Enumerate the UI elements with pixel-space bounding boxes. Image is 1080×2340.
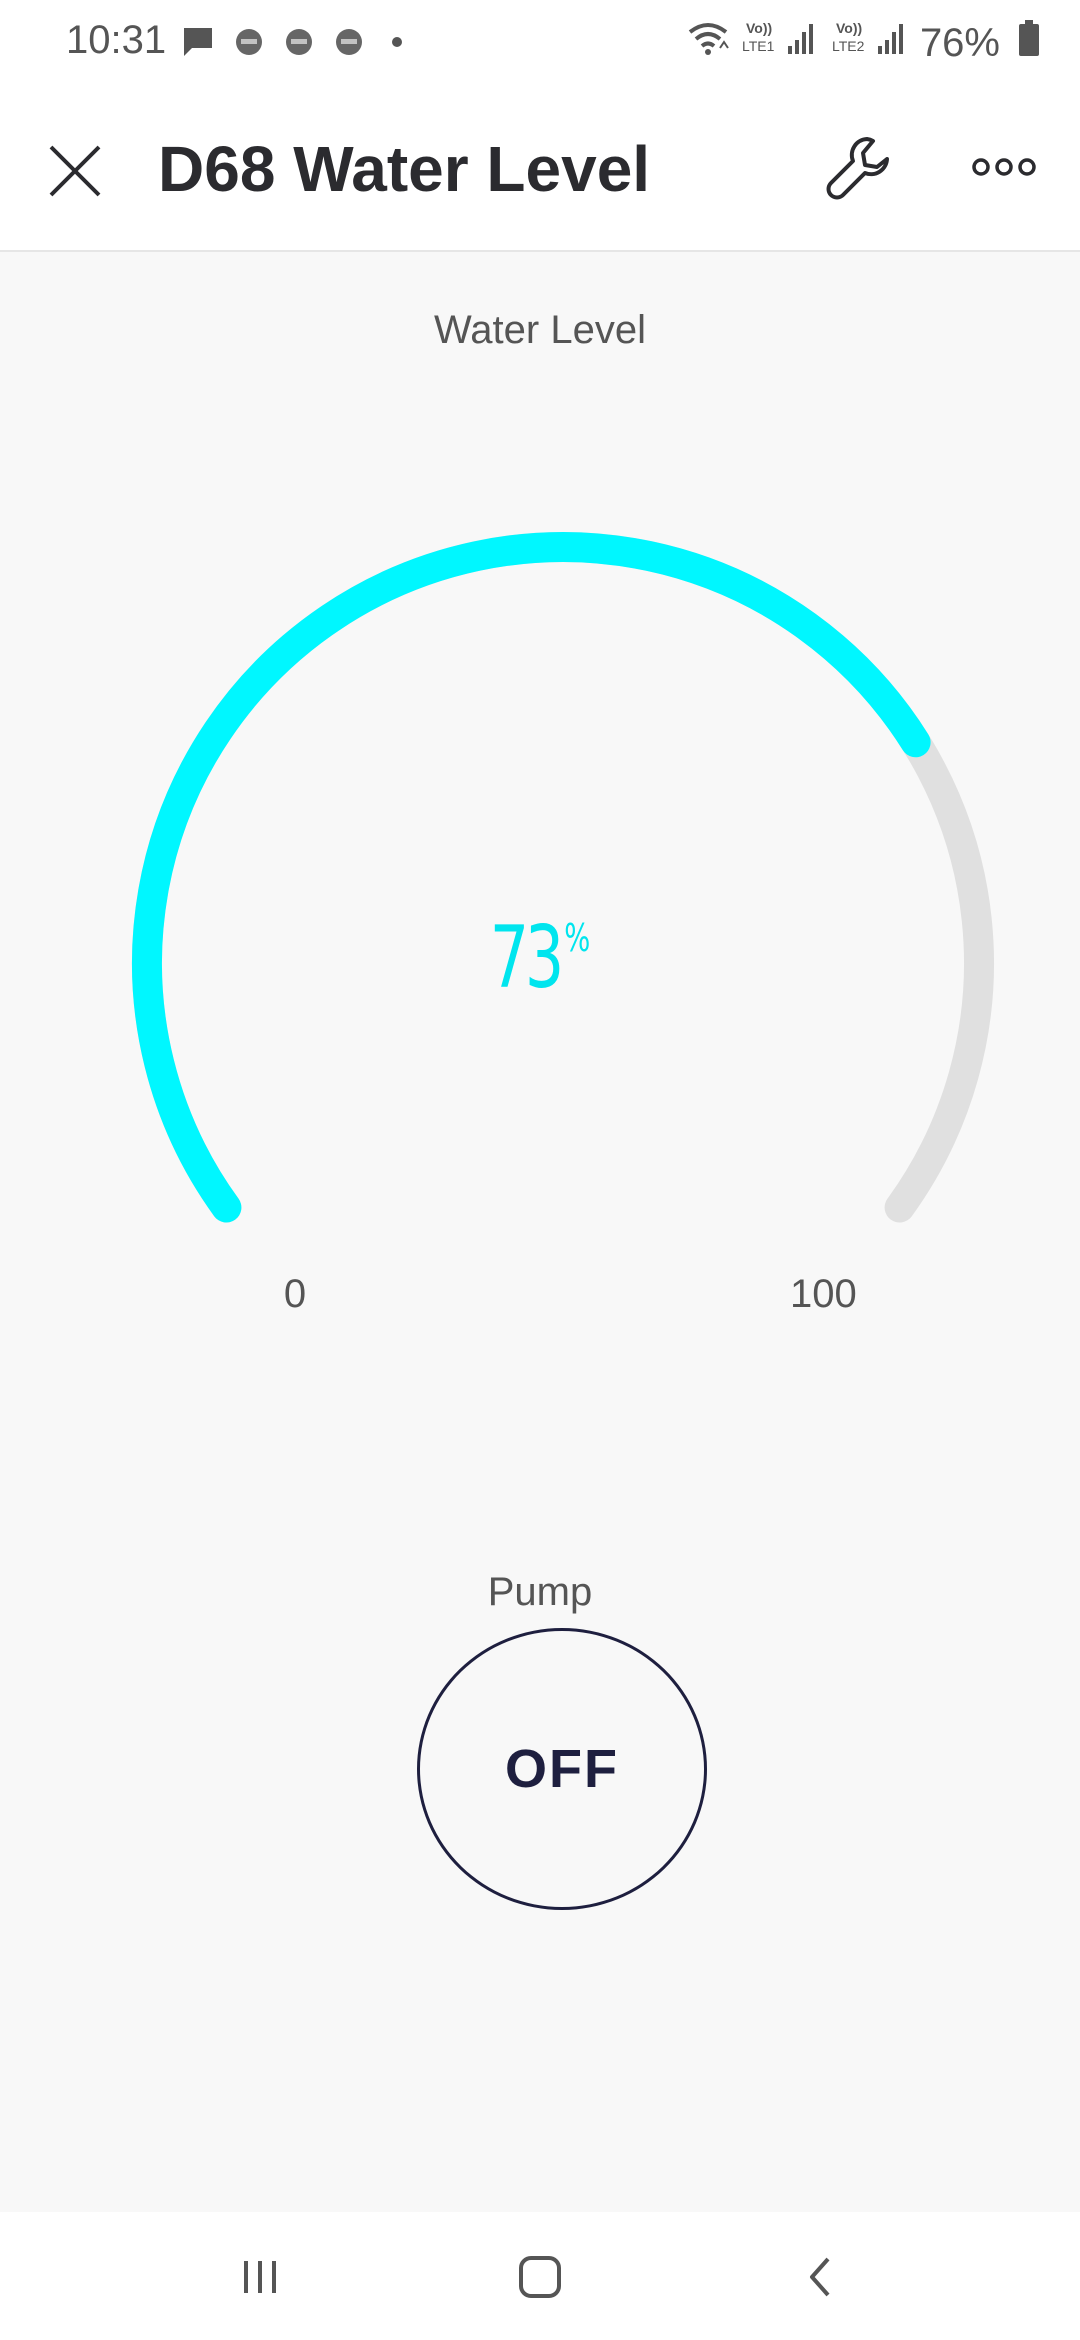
gauge-value: 73% bbox=[151, 908, 929, 1008]
gauge-fill bbox=[132, 532, 931, 1223]
more-horizontal-icon bbox=[972, 158, 1036, 176]
system-nav-bar bbox=[0, 2212, 1080, 2340]
svg-text:Vo)): Vo)) bbox=[746, 20, 772, 36]
message-icon bbox=[180, 22, 216, 62]
app-header: D68 Water Level bbox=[0, 86, 1080, 252]
recents-button[interactable] bbox=[220, 2242, 300, 2312]
pump-label: Pump bbox=[487, 1570, 593, 1614]
battery-icon bbox=[1018, 20, 1040, 66]
status-time: 10:31 bbox=[66, 18, 167, 62]
settings-button[interactable] bbox=[820, 130, 896, 206]
home-button[interactable] bbox=[500, 2242, 580, 2312]
pump-toggle-button[interactable]: OFF bbox=[417, 1628, 707, 1910]
more-dot-icon bbox=[390, 22, 404, 62]
more-options-button[interactable] bbox=[966, 142, 1042, 192]
app-notification-icon bbox=[282, 22, 316, 62]
pump-state: OFF bbox=[505, 1739, 619, 1799]
water-level-gauge bbox=[132, 532, 994, 1223]
gauge-value-unit: % bbox=[564, 916, 591, 960]
volte2-signal-icon: Vo)) LTE2 bbox=[830, 18, 910, 68]
dashboard-content: Water Level 73% 0 100 Pump OFF bbox=[0, 252, 1080, 2212]
gauge-title: Water Level bbox=[434, 308, 646, 352]
gauge-value-number: 73 bbox=[489, 908, 564, 1008]
close-icon bbox=[49, 145, 101, 197]
recents-icon bbox=[244, 2261, 276, 2293]
status-indicators: Vo)) LTE1 Vo)) LTE2 76% bbox=[686, 18, 1040, 68]
gauge-max-label: 100 bbox=[790, 1272, 857, 1316]
back-icon bbox=[810, 2257, 830, 2297]
battery-percent: 76% bbox=[919, 20, 1000, 65]
page-title: D68 Water Level bbox=[158, 133, 651, 205]
app-notification-icon bbox=[232, 22, 266, 62]
svg-text:LTE2: LTE2 bbox=[832, 38, 865, 54]
back-button[interactable] bbox=[780, 2242, 860, 2312]
close-button[interactable] bbox=[40, 136, 110, 206]
svg-text:Vo)): Vo)) bbox=[836, 20, 862, 36]
app-notification-icon bbox=[332, 22, 366, 62]
wifi-icon bbox=[686, 18, 730, 68]
wrench-icon bbox=[826, 137, 889, 200]
home-icon bbox=[519, 2256, 561, 2298]
volte1-signal-icon: Vo)) LTE1 bbox=[740, 18, 820, 68]
status-bar: 10:31 bbox=[0, 0, 1080, 86]
gauge-min-label: 0 bbox=[283, 1272, 307, 1316]
svg-text:LTE1: LTE1 bbox=[742, 38, 775, 54]
